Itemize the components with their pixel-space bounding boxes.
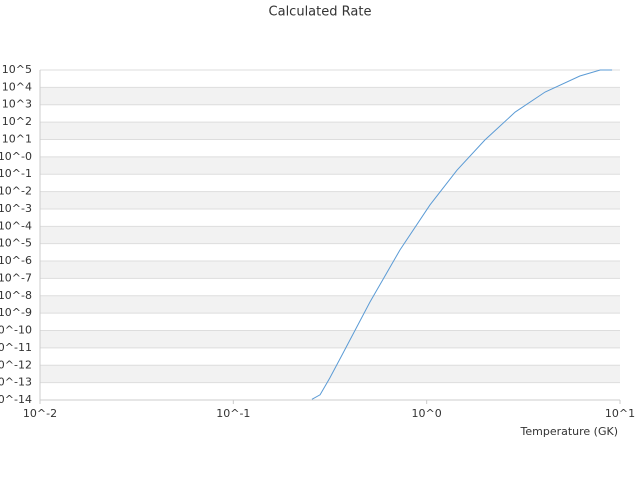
grid-band bbox=[40, 330, 620, 348]
y-tick-label: 10^-3 bbox=[0, 202, 32, 215]
y-tick-label: 10^-12 bbox=[0, 358, 32, 371]
grid-band bbox=[40, 261, 620, 279]
data-line bbox=[311, 69, 613, 400]
y-tick-label: 10^-7 bbox=[0, 271, 32, 284]
y-tick-label: 10^-11 bbox=[0, 341, 32, 354]
chart-title: Calculated Rate bbox=[269, 5, 372, 20]
x-tick-label: 10^1 bbox=[605, 407, 635, 420]
y-tick-label: 10^-4 bbox=[0, 219, 32, 232]
y-tick-label: 10^-0 bbox=[0, 150, 32, 163]
y-tick-label: 10^-10 bbox=[0, 324, 32, 337]
x-tick-label: 10^-1 bbox=[216, 407, 250, 420]
y-tick-label: 10^-14 bbox=[0, 393, 32, 406]
y-tick-label: 10^3 bbox=[2, 98, 32, 111]
y-tick-label: 10^-9 bbox=[0, 306, 32, 319]
y-tick-label: 10^2 bbox=[2, 115, 32, 128]
x-tick-label: 10^-2 bbox=[23, 407, 57, 420]
grid-band bbox=[40, 226, 620, 244]
grid-band bbox=[40, 295, 620, 314]
grid-band bbox=[40, 122, 620, 140]
y-tick-label: 10^5 bbox=[2, 63, 32, 76]
grid-band bbox=[40, 156, 620, 175]
y-tick-label: 10^-5 bbox=[0, 237, 32, 250]
y-tick-label: 10^1 bbox=[2, 132, 32, 145]
y-tick-label: 10^-1 bbox=[0, 167, 32, 180]
y-tick-label: 10^-6 bbox=[0, 254, 32, 267]
y-tick-label: 10^-8 bbox=[0, 289, 32, 302]
grid-band bbox=[40, 191, 620, 209]
y-tick-label: 10^4 bbox=[2, 80, 32, 93]
y-tick-label: 10^-13 bbox=[0, 376, 32, 389]
x-axis-label: Temperature (GK) bbox=[520, 425, 619, 438]
grid-band bbox=[40, 365, 620, 383]
y-tick-label: 10^-2 bbox=[0, 185, 32, 198]
grid-band bbox=[40, 87, 620, 105]
x-tick-label: 10^0 bbox=[412, 407, 442, 420]
